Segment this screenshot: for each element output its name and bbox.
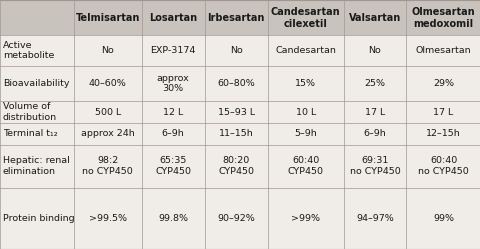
Bar [141, 123, 204, 145]
Bar [0, 101, 73, 123]
Bar [267, 0, 343, 35]
Bar [73, 0, 141, 35]
Bar [73, 66, 141, 101]
Bar [0, 0, 73, 35]
Bar [405, 145, 480, 188]
Text: 10 L: 10 L [295, 108, 315, 117]
Text: Volume of
distribution: Volume of distribution [3, 102, 57, 122]
Bar [204, 101, 267, 123]
Text: 17 L: 17 L [432, 108, 453, 117]
Bar [0, 188, 73, 249]
Bar [141, 0, 204, 35]
Text: 12 L: 12 L [163, 108, 183, 117]
Bar [267, 188, 343, 249]
Text: Active
metabolite: Active metabolite [3, 41, 54, 61]
Text: 6–9h: 6–9h [161, 129, 184, 138]
Text: EXP-3174: EXP-3174 [150, 46, 195, 55]
Bar [204, 123, 267, 145]
Text: 5–9h: 5–9h [294, 129, 316, 138]
Bar [343, 188, 405, 249]
Text: 11–15h: 11–15h [218, 129, 253, 138]
Bar [405, 0, 480, 35]
Bar [0, 35, 73, 66]
Text: Terminal t₁₂: Terminal t₁₂ [3, 129, 58, 138]
Bar [73, 101, 141, 123]
Bar [343, 35, 405, 66]
Bar [141, 188, 204, 249]
Bar [204, 35, 267, 66]
Bar [73, 145, 141, 188]
Text: Losartan: Losartan [149, 13, 197, 23]
Bar [141, 66, 204, 101]
Text: 17 L: 17 L [364, 108, 384, 117]
Text: 98:2
no CYP450: 98:2 no CYP450 [82, 156, 133, 176]
Bar [343, 101, 405, 123]
Bar [343, 0, 405, 35]
Text: 40–60%: 40–60% [89, 79, 126, 88]
Text: 60:40
no CYP450: 60:40 no CYP450 [417, 156, 468, 176]
Text: >99.5%: >99.5% [88, 214, 126, 223]
Text: No: No [229, 46, 242, 55]
Text: Olmesartan
medoxomil: Olmesartan medoxomil [411, 7, 474, 29]
Text: Candesartan
cilexetil: Candesartan cilexetil [270, 7, 340, 29]
Text: 60–80%: 60–80% [217, 79, 254, 88]
Text: Telmisartan: Telmisartan [75, 13, 140, 23]
Text: 60:40
CYP450: 60:40 CYP450 [287, 156, 323, 176]
Text: 29%: 29% [432, 79, 453, 88]
Bar [204, 66, 267, 101]
Bar [141, 145, 204, 188]
Bar [405, 123, 480, 145]
Text: >99%: >99% [290, 214, 320, 223]
Bar [267, 123, 343, 145]
Text: 94–97%: 94–97% [355, 214, 393, 223]
Text: 25%: 25% [364, 79, 384, 88]
Text: 65:35
CYP450: 65:35 CYP450 [155, 156, 191, 176]
Bar [141, 101, 204, 123]
Text: approx 24h: approx 24h [81, 129, 134, 138]
Bar [405, 101, 480, 123]
Bar [405, 188, 480, 249]
Text: 99%: 99% [432, 214, 453, 223]
Text: No: No [368, 46, 381, 55]
Text: 90–92%: 90–92% [217, 214, 254, 223]
Text: 15%: 15% [295, 79, 315, 88]
Bar [267, 66, 343, 101]
Text: Candesartan: Candesartan [275, 46, 336, 55]
Bar [0, 66, 73, 101]
Bar [141, 35, 204, 66]
Text: Protein binding: Protein binding [3, 214, 74, 223]
Bar [343, 145, 405, 188]
Text: 12–15h: 12–15h [425, 129, 460, 138]
Text: 69:31
no CYP450: 69:31 no CYP450 [349, 156, 399, 176]
Text: Valsartan: Valsartan [348, 13, 400, 23]
Text: approx
30%: approx 30% [156, 73, 189, 93]
Bar [405, 66, 480, 101]
Text: 15–93 L: 15–93 L [217, 108, 254, 117]
Bar [405, 35, 480, 66]
Text: 99.8%: 99.8% [158, 214, 188, 223]
Bar [343, 66, 405, 101]
Bar [267, 145, 343, 188]
Bar [267, 35, 343, 66]
Text: 500 L: 500 L [95, 108, 120, 117]
Bar [204, 0, 267, 35]
Text: Bioavailability: Bioavailability [3, 79, 69, 88]
Bar [267, 101, 343, 123]
Bar [204, 188, 267, 249]
Bar [73, 123, 141, 145]
Text: Hepatic: renal
elimination: Hepatic: renal elimination [3, 156, 70, 176]
Text: Olmesartan: Olmesartan [415, 46, 470, 55]
Bar [204, 145, 267, 188]
Bar [343, 123, 405, 145]
Text: Irbesartan: Irbesartan [207, 13, 264, 23]
Bar [0, 123, 73, 145]
Text: 6–9h: 6–9h [363, 129, 385, 138]
Bar [73, 188, 141, 249]
Bar [0, 145, 73, 188]
Text: No: No [101, 46, 114, 55]
Text: 80:20
CYP450: 80:20 CYP450 [218, 156, 254, 176]
Bar [73, 35, 141, 66]
